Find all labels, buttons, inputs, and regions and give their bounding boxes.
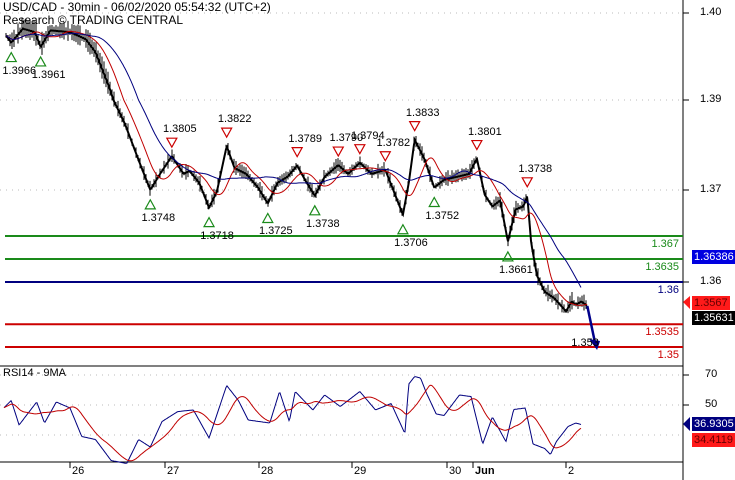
support-triangle-up-icon (501, 250, 514, 262)
resistance-triangle-down-icon (332, 146, 345, 158)
high-label: 1.3794 (351, 129, 385, 142)
support-triangle-up-icon (396, 223, 409, 235)
ma-slow-line (5, 32, 582, 288)
level-label: 1.36 (657, 284, 679, 296)
resistance-triangle-down-icon (408, 121, 421, 132)
y-tick-label: 1.36 (700, 275, 722, 287)
low-label: 1.3706 (394, 236, 428, 249)
forecast-target-label: 1.353 (571, 337, 599, 349)
high-label: 1.3805 (163, 123, 197, 136)
rsi-line (3, 376, 582, 464)
low-label: 1.3752 (425, 209, 460, 222)
rsi-title: RSI14 - 9MA (3, 367, 66, 379)
level-label: 1.35 (657, 349, 679, 361)
x-tick-label: 28 (261, 465, 274, 477)
low-label: 1.3661 (499, 263, 533, 276)
price-line (5, 27, 588, 314)
high-label: 1.3738 (518, 162, 553, 175)
support-triangle-up-icon (5, 51, 18, 63)
ma-fast-value-badge: 1.3567 (692, 296, 730, 310)
rsi-tick-label: 50 (705, 398, 718, 410)
low-label: 1.3725 (258, 225, 293, 238)
rsi-value-badge: 36.9305 (692, 417, 735, 431)
high-label: 1.3822 (217, 113, 252, 126)
x-tick-label: 29 (354, 465, 367, 477)
low-label: 1.3748 (141, 211, 176, 224)
resistance-triangle-down-icon (165, 137, 178, 149)
support-triangle-up-icon (428, 196, 441, 208)
high-label: 1.3789 (288, 132, 322, 145)
support-triangle-up-icon (34, 55, 47, 67)
chart-title: USD/CAD - 30min - 06/02/2020 05:54:32 (U… (3, 0, 271, 14)
resistance-triangle-down-icon (220, 127, 233, 139)
x-tick-label: 30 (449, 465, 462, 477)
high-label: 1.3790 (329, 132, 364, 145)
forecast-arrow-line (586, 305, 597, 344)
rsi-tick-label: 70 (705, 368, 718, 380)
y-tick-label: 1.37 (700, 183, 722, 195)
low-label: 1.3961 (31, 68, 66, 81)
last-price-badge: 1.35631 (692, 311, 735, 325)
x-tick-label: 26 (72, 465, 85, 477)
resistance-triangle-down-icon (379, 151, 392, 163)
resistance-triangle-down-icon (291, 147, 304, 158)
y-tick-label: 1.39 (700, 93, 722, 105)
chart-subtitle: Research © TRADING CENTRAL (3, 13, 183, 27)
support-triangle-up-icon (308, 204, 321, 216)
x-tick-label: 2 (568, 465, 575, 477)
high-label: 1.3801 (468, 125, 502, 138)
ma-slow-value-badge: 1.36386 (692, 250, 735, 264)
low-label: 1.3966 (2, 64, 37, 77)
y-tick-label: 1.40 (700, 6, 722, 18)
low-label: 1.3718 (200, 229, 234, 242)
level-label: 1.3635 (645, 261, 679, 273)
level-label: 1.367 (651, 238, 679, 250)
support-triangle-up-icon (144, 198, 157, 210)
rsi-ma-line (3, 384, 582, 462)
resistance-triangle-down-icon (521, 177, 534, 189)
high-label: 1.3833 (405, 106, 440, 119)
resistance-triangle-down-icon (353, 144, 366, 155)
resistance-triangle-down-icon (470, 139, 483, 151)
level-label: 1.3535 (645, 326, 679, 338)
high-label: 1.3782 (376, 136, 411, 149)
badge-pointer-icon (683, 296, 690, 309)
x-tick-label: 27 (167, 465, 180, 477)
support-triangle-up-icon (261, 212, 274, 224)
low-label: 1.3738 (305, 217, 340, 230)
rsi-ma-value-badge: 34.4119 (692, 433, 735, 447)
support-triangle-up-icon (203, 216, 216, 228)
badge-pointer-icon (683, 417, 690, 431)
x-tick-label: Jun (475, 465, 495, 477)
forecast-arrowhead-icon (589, 339, 601, 350)
